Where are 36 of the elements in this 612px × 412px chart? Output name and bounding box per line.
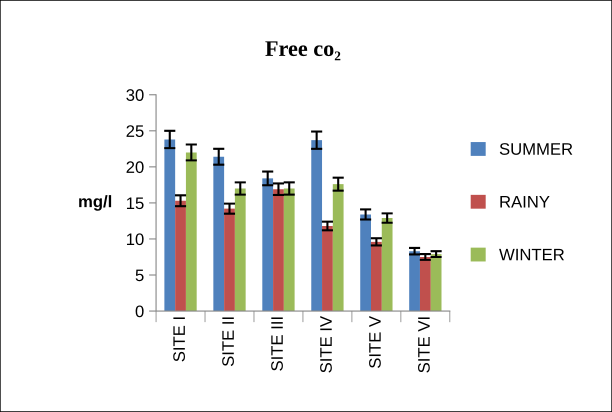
- y-tick-label: 10: [126, 233, 144, 246]
- bar: [234, 188, 246, 312]
- bar: [164, 139, 176, 312]
- y-tick-label: 30: [126, 89, 144, 101]
- bar: [186, 152, 197, 312]
- x-tick-label: SITE III: [271, 317, 283, 371]
- y-tick-label: 15: [126, 197, 144, 210]
- x-tick-label: SITE I: [173, 317, 186, 362]
- legend-label: RAINY: [500, 196, 550, 208]
- x-tick-label: SITE V: [369, 316, 381, 368]
- y-tick-label: 25: [126, 125, 144, 138]
- bar: [370, 242, 382, 312]
- legend-label: SUMMER: [500, 143, 572, 155]
- chart-title: Free co₂: [265, 41, 340, 60]
- bar: [382, 218, 393, 312]
- y-tick-label: 0: [136, 305, 144, 318]
- bar: [213, 156, 224, 312]
- x-tick-label: SITE IV: [320, 316, 332, 373]
- x-tick-label: SITE II: [222, 317, 234, 366]
- bar: [332, 184, 344, 312]
- bar: [430, 254, 442, 312]
- y-axis-title: mg/l: [79, 195, 112, 211]
- bar: [311, 140, 322, 312]
- legend-label: WINTER: [499, 248, 564, 260]
- y-tick-label: 5: [136, 270, 144, 282]
- bar: [322, 226, 333, 312]
- x-tick-label: SITE VI: [418, 317, 430, 373]
- bar: [224, 208, 235, 312]
- bar: [175, 200, 186, 312]
- bar: [360, 214, 371, 312]
- bar: [284, 188, 295, 312]
- bar: [420, 256, 431, 312]
- bar: [409, 251, 420, 312]
- bar: [273, 189, 284, 312]
- y-tick-label: 20: [126, 161, 144, 174]
- bar: [262, 178, 274, 312]
